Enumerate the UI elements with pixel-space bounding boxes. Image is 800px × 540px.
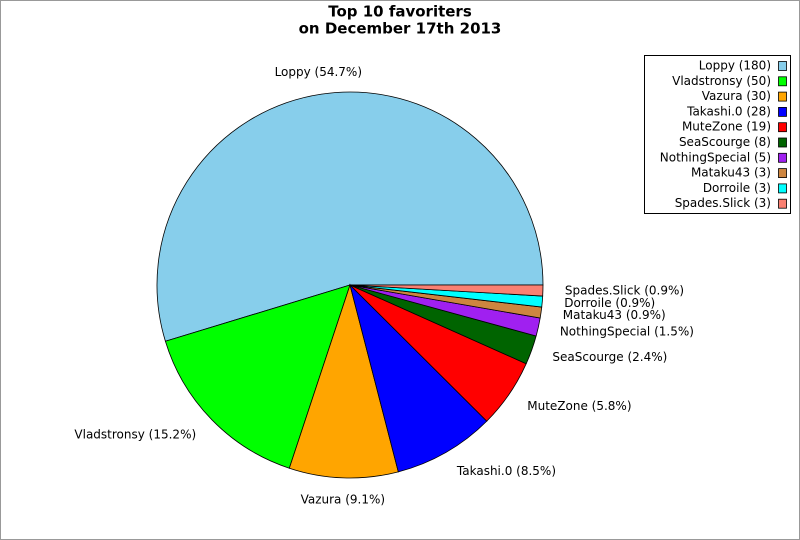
slice-label: Vladstronsy (15.2%) (74, 428, 196, 442)
legend-swatch (778, 152, 787, 163)
legend-label: Loppy (180) (699, 59, 771, 73)
slice-label: NothingSpecial (1.5%) (560, 324, 694, 338)
pie-slice (164, 284, 351, 469)
legend-swatch (778, 198, 787, 209)
legend-label: Vladstronsy (50) (672, 74, 771, 88)
pie-slice (288, 283, 399, 479)
legend-label: SeaScourge (8) (679, 135, 771, 149)
pie-slice (349, 284, 544, 297)
legend-label: MuteZone (19) (682, 120, 771, 134)
legend-label: Dorroile (3) (703, 181, 771, 195)
slice-label: SeaScourge (2.4%) (552, 350, 667, 364)
legend-swatch (778, 168, 787, 179)
chart-title: Top 10 favoriters (328, 3, 472, 21)
legend-swatch (778, 61, 787, 71)
legend-swatch (778, 91, 787, 102)
pie-slice (156, 91, 544, 342)
legend-swatch (778, 183, 787, 194)
slice-label: Spades.Slick (0.9%) (565, 284, 684, 298)
legend-box (644, 55, 791, 214)
legend-swatch (778, 107, 787, 117)
legend-label: Spades.Slick (3) (675, 196, 771, 210)
legend-label: NothingSpecial (5) (660, 150, 771, 164)
legend-label: Vazura (30) (702, 89, 771, 103)
legend-label: Takashi.0 (28) (686, 104, 771, 118)
legend-swatch (778, 137, 787, 148)
pie-slice (349, 283, 488, 473)
chart-subtitle: on December 17th 2013 (299, 20, 502, 38)
slice-label: Mataku43 (0.9%) (563, 308, 666, 322)
slice-label: Loppy (54.7%) (275, 65, 362, 79)
legend-label: Mataku43 (3) (691, 166, 771, 180)
slice-label: Vazura (9.1%) (301, 492, 386, 506)
slice-label: Dorroile (0.9%) (564, 296, 655, 310)
legend-swatch (778, 122, 787, 133)
slice-label: MuteZone (5.8%) (527, 399, 631, 413)
legend-swatch (778, 76, 787, 87)
slice-label: Takashi.0 (8.5%) (456, 464, 556, 478)
